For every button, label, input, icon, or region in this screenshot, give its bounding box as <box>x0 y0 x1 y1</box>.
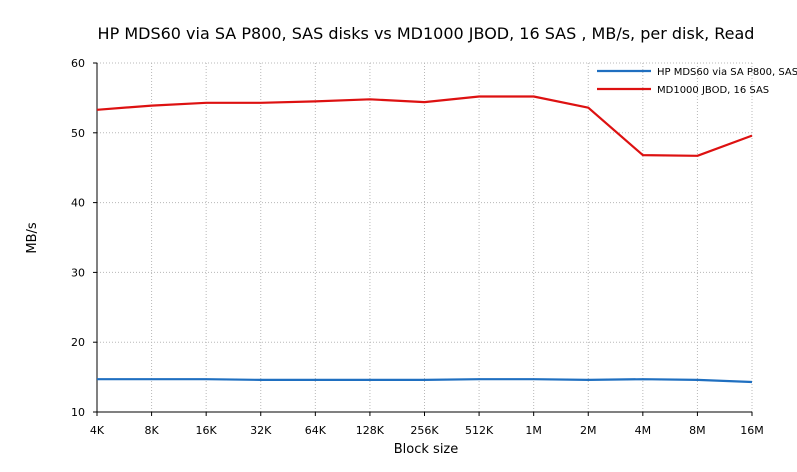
y-axis-label: MB/s <box>25 222 40 254</box>
legend: HP MDS60 via SA P800, SAS MD1000 JBOD, 16… <box>597 67 797 96</box>
x-tick-label: 8K <box>144 424 159 437</box>
x-axis-label: Block size <box>394 442 459 457</box>
series-lines <box>96 95 753 384</box>
x-tick-label: 256K <box>410 424 439 437</box>
x-tick-label: 1M <box>525 424 542 437</box>
chart-title: HP MDS60 via SA P800, SAS disks vs MD100… <box>98 24 755 43</box>
x-tick-label: 8M <box>689 424 706 437</box>
legend-label: MD1000 JBOD, 16 SAS <box>657 85 769 96</box>
x-tick-label: 64K <box>305 424 327 437</box>
y-tick-label: 60 <box>71 57 85 70</box>
y-tick-label: 20 <box>71 336 85 349</box>
y-tick-label: 30 <box>71 266 85 279</box>
x-tick-label: 128K <box>356 424 385 437</box>
x-tick-label: 32K <box>250 424 272 437</box>
x-tick-label: 4M <box>635 424 652 437</box>
axes: 10 20 30 40 50 60 4K 8K 16K 32K 64K 128K 256K 512K 1M 2… <box>71 57 764 437</box>
x-tick-label: 16K <box>196 424 218 437</box>
legend-label: HP MDS60 via SA P800, SAS <box>657 67 797 78</box>
series-line-1 <box>97 378 753 384</box>
x-tick-label: 16M <box>740 424 764 437</box>
x-tick-label: 2M <box>580 424 597 437</box>
y-tick-label: 40 <box>71 197 85 210</box>
x-tick-label: 512K <box>465 424 494 437</box>
x-tick-label: 4K <box>90 424 105 437</box>
series-line-2 <box>96 95 753 157</box>
y-tick-label: 10 <box>71 406 85 419</box>
grid <box>97 62 753 412</box>
y-tick-label: 50 <box>71 127 85 140</box>
